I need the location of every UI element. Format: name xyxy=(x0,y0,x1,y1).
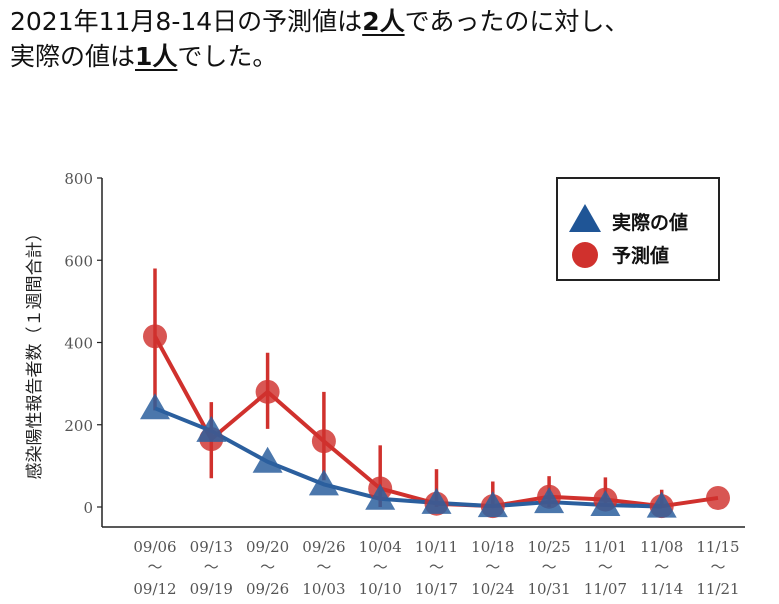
actual-point xyxy=(477,491,508,518)
x-tick-label-line: 10/18 xyxy=(471,538,514,556)
x-tick-label: 10/25 ～ 10/31 xyxy=(527,538,570,598)
x-tick-label-line: 09/26 xyxy=(246,580,289,598)
error-bars xyxy=(153,268,664,507)
headline-predicted-value: 2人 xyxy=(362,7,405,36)
x-tick-label-line: 09/19 xyxy=(190,580,233,598)
x-tick-label-line: ～ xyxy=(485,558,500,576)
actual-line xyxy=(154,406,662,509)
x-tick-label-line: ～ xyxy=(204,558,219,576)
y-tick-label: 0 xyxy=(83,499,93,517)
y-tick-label: 600 xyxy=(64,252,93,270)
predicted-point xyxy=(311,429,336,454)
x-tick-label-line: 10/10 xyxy=(359,580,402,598)
x-tick-label: 09/06 ～ 09/12 xyxy=(133,538,176,598)
x-tick-label: 11/01 ～ 11/07 xyxy=(584,538,627,598)
x-tick-label-line: ～ xyxy=(260,558,275,576)
x-tick-label-line: ～ xyxy=(598,558,613,576)
legend-triangle-icon xyxy=(569,204,601,232)
x-tick-label-line: 10/03 xyxy=(302,580,345,598)
x-tick-label-line: ～ xyxy=(542,558,557,576)
x-tick-label-line: 10/24 xyxy=(471,580,514,598)
x-tick-label-line: 09/20 xyxy=(246,538,289,556)
headline-line-1: 2021年11月8-14日の予測値は2人であったのに対し、 xyxy=(10,4,770,39)
x-tick-label-line: 10/31 xyxy=(527,580,570,598)
y-tick-label: 800 xyxy=(64,170,93,188)
predicted-point xyxy=(255,379,280,404)
x-tick-label-line: 10/17 xyxy=(415,580,458,598)
headline-line-2-suffix: でした。 xyxy=(177,42,278,71)
actual-point xyxy=(196,415,227,442)
x-tick-label-line: 10/04 xyxy=(359,538,402,556)
x-tick-label: 10/11 ～ 10/17 xyxy=(415,538,458,598)
y-tick-label: 400 xyxy=(64,335,93,353)
x-tick-label-line: ～ xyxy=(710,558,725,576)
legend-label-predicted: 予測値 xyxy=(612,244,669,267)
x-tick-label-line: 11/08 xyxy=(640,538,683,556)
x-tick-label: 10/04 ～ 10/10 xyxy=(359,538,402,598)
actual-point xyxy=(421,487,452,514)
y-axis-label: 感染陽性報告者数（１週間合計） xyxy=(25,225,45,480)
x-tick-label: 11/15 ～ 11/21 xyxy=(696,538,739,598)
headline-line-2: 実際の値は1人でした。 xyxy=(10,39,770,74)
headline-line-2-prefix: 実際の値は xyxy=(10,42,136,71)
x-tick-label: 10/18 ～ 10/24 xyxy=(471,538,514,598)
x-tick-label-line: 11/14 xyxy=(640,580,683,598)
y-axis-ticks: 0 200 400 600 800 xyxy=(64,170,102,517)
headline-line-1-prefix: 2021年11月8-14日の予測値は xyxy=(10,7,363,36)
x-tick-label: 09/13 ～ 09/19 xyxy=(190,538,233,598)
x-tick-label-line: 10/25 xyxy=(527,538,570,556)
x-tick-label-line: ～ xyxy=(373,558,388,576)
legend: 実際の値 予測値 xyxy=(556,177,720,281)
actual-point xyxy=(534,487,565,514)
x-tick-label: 09/20 ～ 09/26 xyxy=(246,538,289,598)
predicted-point xyxy=(706,485,730,510)
x-axis-ticks: 09/06～09/1209/13～09/1909/20～09/2609/26～1… xyxy=(133,538,739,598)
x-tick-label-line: 09/12 xyxy=(133,580,176,598)
x-tick-label-line: 11/21 xyxy=(696,580,739,598)
headline: 2021年11月8-14日の予測値は2人であったのに対し、 実際の値は1人でした… xyxy=(10,4,770,74)
x-tick-label-line: ～ xyxy=(316,558,331,576)
series-markers xyxy=(140,324,730,519)
x-tick-label-line: ～ xyxy=(654,558,669,576)
actual-point xyxy=(365,483,396,510)
legend-label-actual: 実際の値 xyxy=(612,211,688,234)
actual-point xyxy=(140,393,170,420)
x-tick-label-line: ～ xyxy=(147,558,162,576)
y-tick-label: 200 xyxy=(64,417,93,435)
x-tick-label-line: 11/15 xyxy=(696,538,739,556)
x-tick-label-line: 09/06 xyxy=(133,538,176,556)
actual-point xyxy=(646,491,677,518)
actual-point xyxy=(308,469,339,496)
actual-point xyxy=(590,489,621,516)
x-tick-label-line: 09/13 xyxy=(190,538,233,556)
x-tick-label-line: ～ xyxy=(429,558,444,576)
headline-line-1-suffix: であったのに対し、 xyxy=(404,7,630,36)
legend-circle-icon xyxy=(572,242,598,268)
x-tick-label-line: 11/07 xyxy=(584,580,627,598)
x-tick-label-line: 10/11 xyxy=(415,538,458,556)
predicted-point xyxy=(143,324,167,349)
headline-actual-value: 1人 xyxy=(135,42,178,71)
x-tick-label-line: 09/26 xyxy=(302,538,345,556)
x-tick-label: 09/26 ～ 10/03 xyxy=(302,538,345,598)
x-tick-label: 11/08 ～ 11/14 xyxy=(640,538,683,598)
actual-point xyxy=(252,446,283,473)
x-tick-label-line: 11/01 xyxy=(584,538,627,556)
